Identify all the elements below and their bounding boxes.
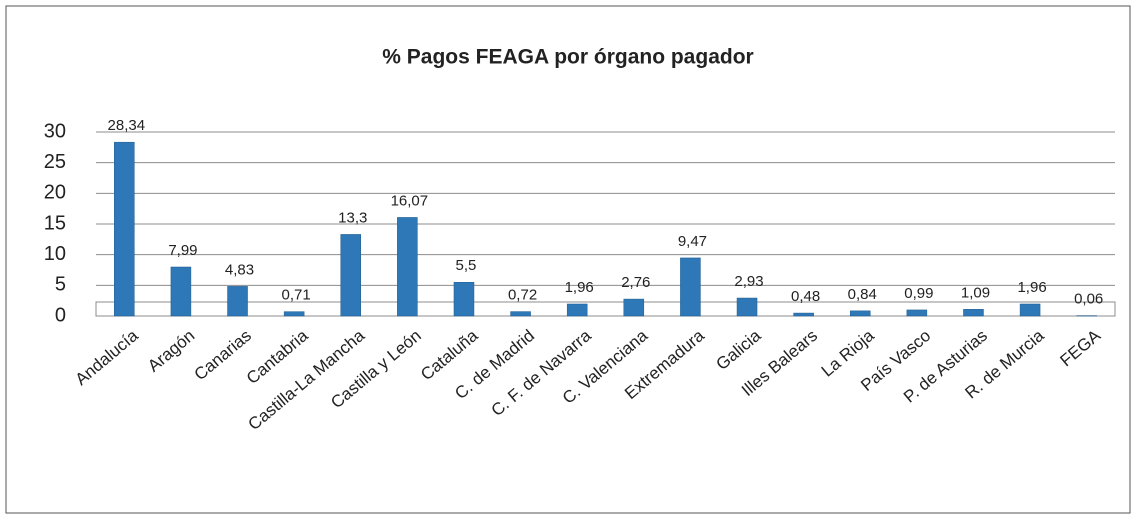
- value-label: 7,99: [168, 242, 197, 259]
- value-label: 5,5: [456, 257, 477, 274]
- bar: [114, 141, 135, 317]
- bar: [453, 282, 475, 317]
- value-label: 9,47: [678, 233, 707, 250]
- bar: [850, 310, 871, 317]
- value-label: 0,72: [508, 287, 537, 304]
- value-label: 1,96: [565, 279, 594, 296]
- bar: [793, 312, 814, 317]
- bar: [170, 266, 192, 317]
- bar: [623, 298, 645, 317]
- bar: [397, 217, 418, 317]
- value-label: 1,96: [1017, 279, 1046, 296]
- y-tick-label: 15: [44, 212, 66, 234]
- value-label: 0,99: [904, 285, 933, 302]
- y-tick-label: 20: [44, 182, 66, 204]
- value-label: 0,71: [282, 287, 311, 304]
- value-label: 2,93: [734, 273, 763, 290]
- bar: [906, 309, 928, 317]
- bar: [680, 257, 701, 317]
- value-label: 2,76: [621, 274, 650, 291]
- bar: [566, 303, 588, 317]
- value-label: 28,34: [108, 117, 146, 134]
- bar: [227, 286, 248, 317]
- bar: [736, 297, 758, 317]
- value-label: 1,09: [961, 284, 990, 301]
- value-label: 0,84: [848, 286, 877, 303]
- y-tick-label: 25: [44, 151, 66, 173]
- bar: [963, 309, 984, 317]
- value-label: 16,07: [391, 192, 429, 209]
- value-label: 4,83: [225, 261, 254, 278]
- chart-frame: [5, 5, 1131, 514]
- value-label: 0,48: [791, 288, 820, 305]
- bar: [340, 234, 361, 317]
- chart-title: % Pagos FEAGA por órgano pagador: [382, 46, 753, 69]
- value-label: 13,3: [338, 209, 367, 226]
- y-tick-label: 30: [44, 120, 66, 142]
- y-tick-label: 10: [44, 243, 66, 265]
- bar: [283, 311, 305, 317]
- bar: [1019, 303, 1041, 317]
- y-tick-label: 0: [55, 304, 66, 326]
- plot-floor: [95, 301, 1116, 317]
- y-tick-label: 5: [55, 274, 66, 296]
- bar: [510, 311, 531, 317]
- value-label: 0,06: [1074, 291, 1103, 308]
